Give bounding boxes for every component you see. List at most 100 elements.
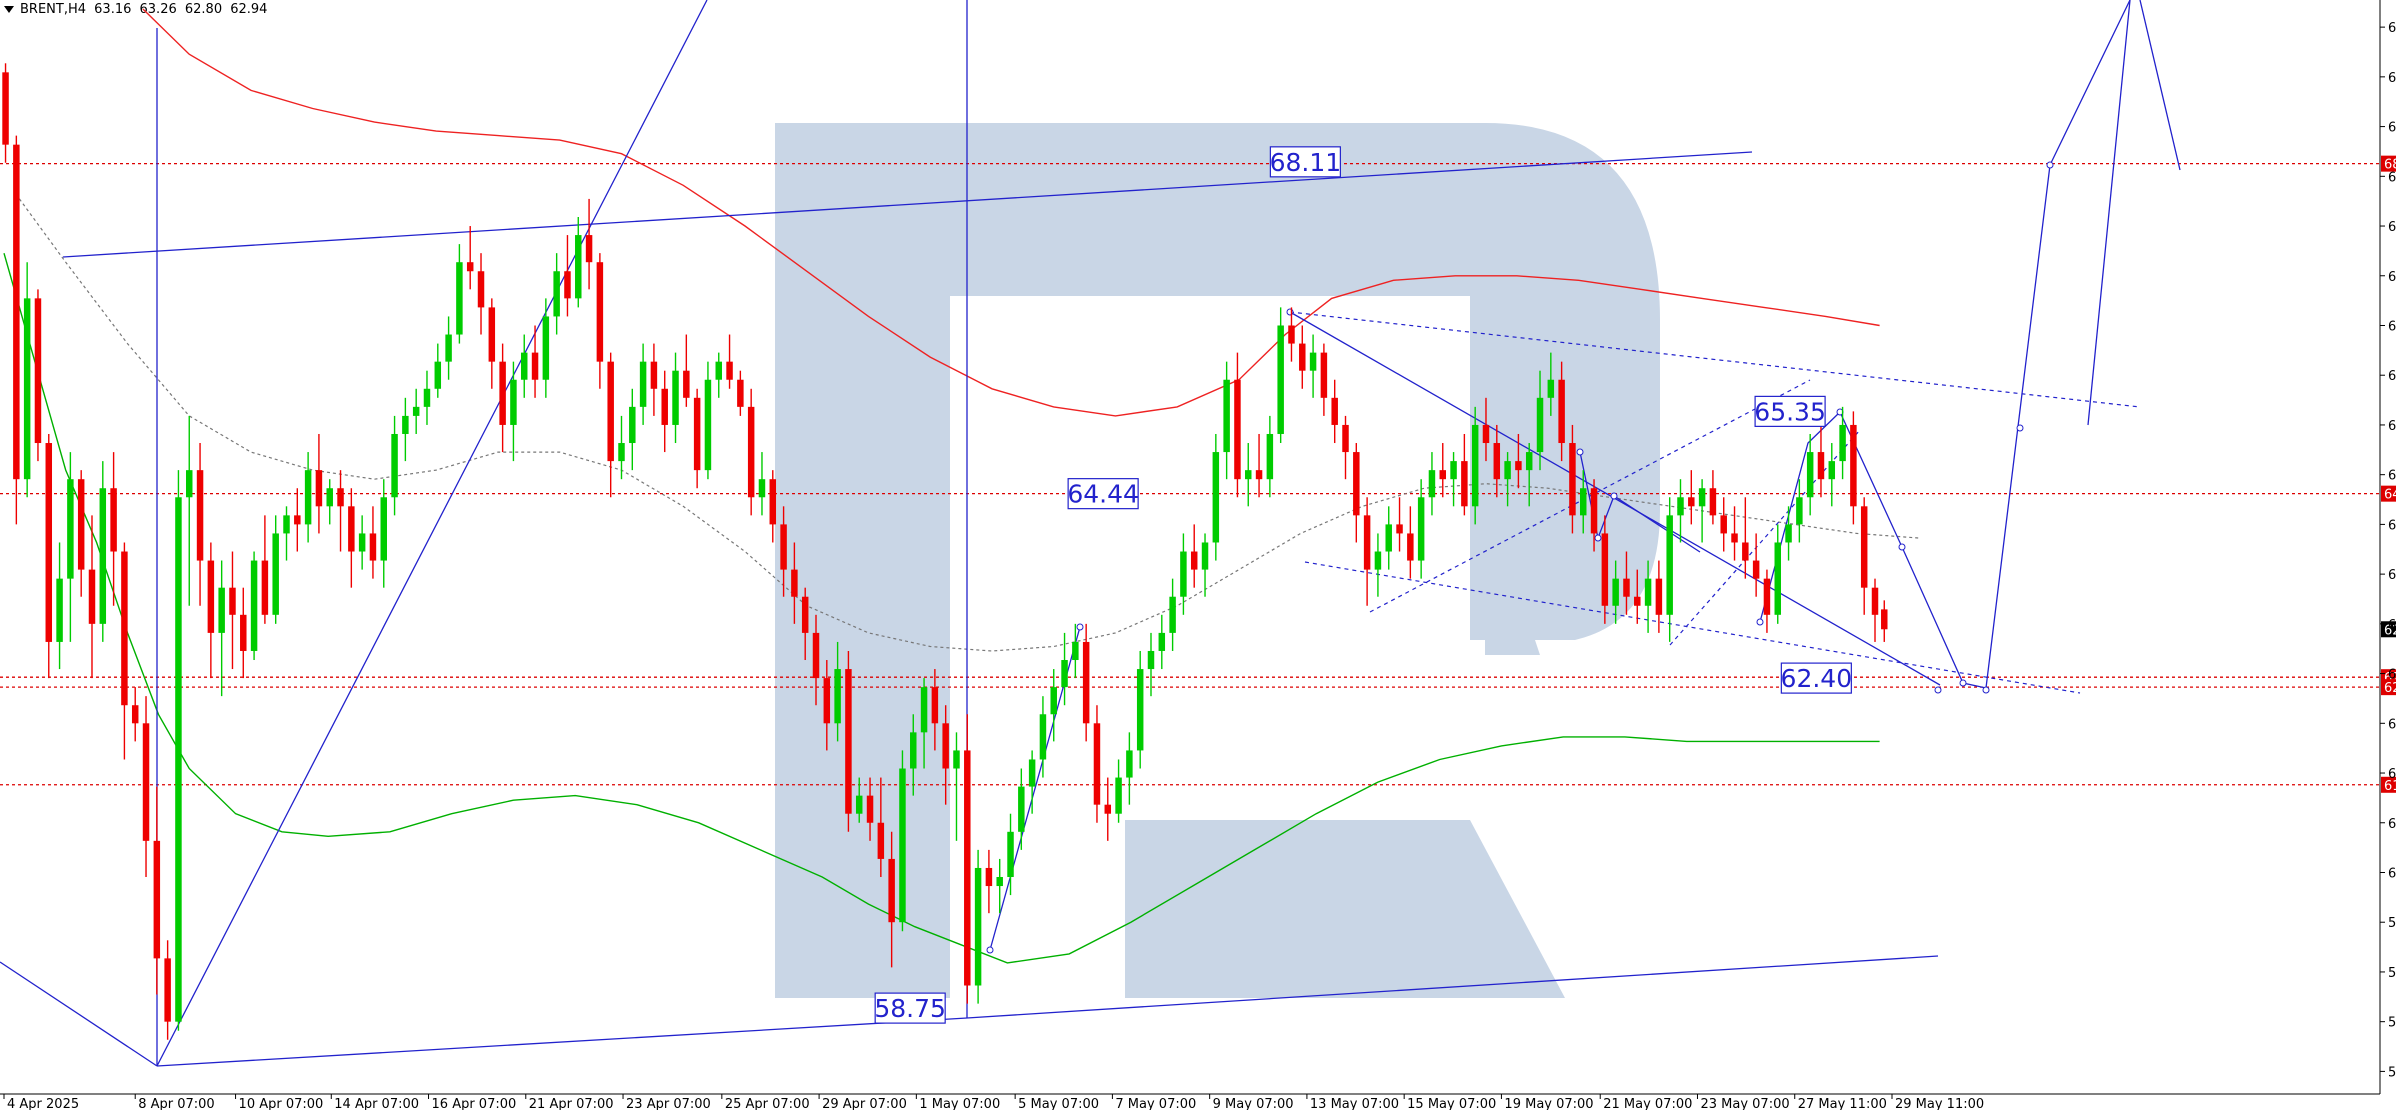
candle-body xyxy=(1082,641,1090,724)
ohlc-high: 63.26 xyxy=(139,2,177,17)
candle-body xyxy=(1417,497,1425,561)
candle-body xyxy=(683,370,690,398)
candle-body xyxy=(607,361,614,462)
candle-body xyxy=(1450,461,1457,480)
candle-body xyxy=(812,632,820,679)
price-tick-label: 62.45 xyxy=(2388,668,2396,683)
candle-body xyxy=(1806,452,1814,498)
candle-body xyxy=(1342,424,1349,453)
price-tick-label: 66.85 xyxy=(2388,270,2396,285)
price-tick-label: 61.35 xyxy=(2388,767,2396,782)
candle-body xyxy=(996,877,1003,887)
candle-body xyxy=(1720,515,1727,534)
annotation-58-75: 58.75 xyxy=(874,992,946,1024)
candle-body xyxy=(207,560,215,633)
candle-body xyxy=(964,750,971,986)
candle-body xyxy=(747,406,755,498)
annotation-65-35: 65.35 xyxy=(1754,395,1826,427)
annotation-box xyxy=(1754,395,1826,427)
ma-fast-line xyxy=(3,253,1880,964)
candle-body xyxy=(240,614,247,651)
price-level-label: 62.30 xyxy=(2384,681,2396,696)
price-level-tag xyxy=(2381,679,2396,696)
candle-body xyxy=(1028,759,1036,787)
candle-body xyxy=(1255,470,1263,480)
price-level-label: 64.44 xyxy=(2384,488,2396,503)
candle-body xyxy=(672,370,679,425)
candle-body xyxy=(985,867,993,887)
annotation-box xyxy=(1067,478,1139,510)
time-axis: 4 Apr 2025 8 Apr 07:00 10 Apr 07:00 14 Apr … xyxy=(3,1094,1984,1110)
annotation-label: 58.75 xyxy=(874,994,946,1023)
candle-body xyxy=(1871,587,1879,615)
time-tick-label: 9 May 07:00 xyxy=(1213,1097,1294,1110)
time-tick-label: 4 Apr 2025 xyxy=(7,1097,79,1110)
watermark-logo xyxy=(775,123,1660,998)
candle-body xyxy=(1471,424,1479,507)
candle-body xyxy=(434,361,442,389)
candle-body xyxy=(899,768,906,923)
candle-body xyxy=(780,524,787,570)
candle-body xyxy=(1234,379,1241,480)
candle-body xyxy=(1277,325,1284,434)
candle-body xyxy=(272,533,279,615)
annotation-label: 65.35 xyxy=(1754,397,1826,426)
candle-body xyxy=(1763,578,1771,615)
candle-body xyxy=(294,515,301,525)
candle-body xyxy=(1515,461,1522,471)
ohlc-open: 63.16 xyxy=(94,2,132,17)
price-tick-label: 68.50 xyxy=(2388,121,2396,136)
ma-mid-line xyxy=(18,198,1919,652)
candle-body xyxy=(315,470,323,507)
candle-body xyxy=(618,443,625,462)
candle-body xyxy=(326,488,333,507)
annotation-64-44: 64.44 xyxy=(1067,478,1139,510)
symbol-dropdown-icon[interactable] xyxy=(4,6,14,13)
price-tick-label: 67.95 xyxy=(2388,170,2396,185)
candle-body xyxy=(391,433,398,498)
annotation-box xyxy=(874,992,946,1024)
candle-body xyxy=(1504,461,1511,480)
annotation-68-11: 68.11 xyxy=(1270,146,1341,178)
candle-body xyxy=(1666,515,1673,615)
candle-body xyxy=(1190,551,1198,570)
candle-body xyxy=(801,596,809,633)
time-tick-label: 21 May 07:00 xyxy=(1603,1097,1692,1110)
candle-body xyxy=(348,506,355,552)
candle-body xyxy=(1320,352,1328,398)
candle-body xyxy=(1644,578,1652,606)
candle-body xyxy=(1785,524,1792,543)
candle-body xyxy=(1493,443,1501,480)
candle-body xyxy=(1579,488,1587,516)
candle-body xyxy=(1439,470,1447,480)
candle-body xyxy=(369,533,377,561)
candle-body xyxy=(531,352,539,380)
candle-body xyxy=(1688,497,1695,507)
candle-body xyxy=(1817,452,1825,480)
price-level-tag xyxy=(2381,621,2396,638)
price-tick-label: 66.30 xyxy=(2388,319,2396,334)
price-level-tag xyxy=(2381,485,2396,502)
candle-body xyxy=(196,470,204,561)
time-tick-label: 23 May 07:00 xyxy=(1700,1097,1789,1110)
annotation-label: 62.40 xyxy=(1781,664,1853,693)
price-tick-label: 60.80 xyxy=(2388,817,2396,832)
candle-body xyxy=(1796,497,1803,525)
price-tick-label: 65.20 xyxy=(2388,419,2396,434)
candle-body xyxy=(639,361,647,407)
annotation-box xyxy=(1780,662,1852,694)
price-tick-label: 69.60 xyxy=(2388,21,2396,36)
chart-header: BRENT,H4 63.16 63.26 62.80 62.94 xyxy=(4,2,271,17)
candle-body xyxy=(1774,542,1781,615)
price-level-label: 61.22 xyxy=(2384,779,2396,794)
candle-body xyxy=(1850,424,1857,507)
price-tick-label: 69.05 xyxy=(2388,71,2396,86)
candle-body xyxy=(1201,542,1209,570)
candle-body xyxy=(45,443,53,642)
time-tick-label: 29 May 11:00 xyxy=(1895,1097,1984,1110)
time-tick-label: 23 Apr 07:00 xyxy=(626,1097,711,1110)
candle-body xyxy=(1569,443,1576,516)
candle-body xyxy=(1309,352,1317,371)
